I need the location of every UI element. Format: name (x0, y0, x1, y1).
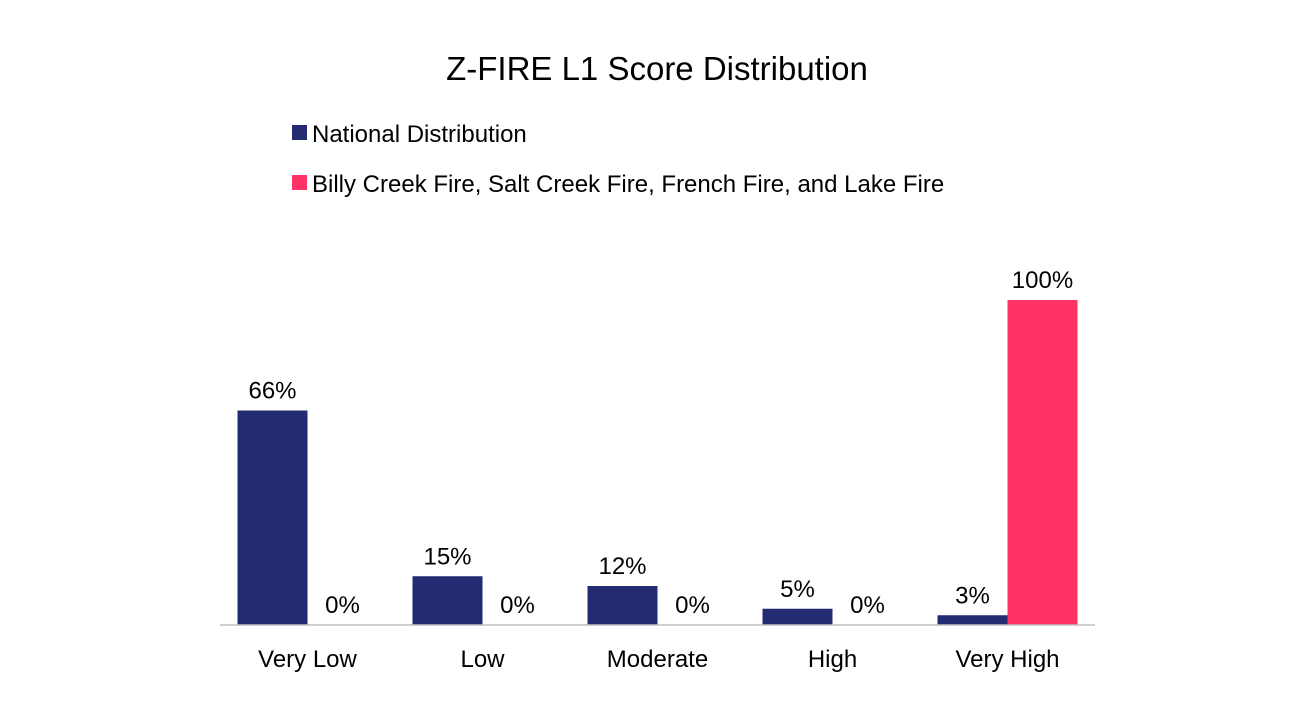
x-tick-label-2: Moderate (607, 646, 708, 673)
value-label-0-4: 3% (955, 582, 990, 609)
x-tick-label-3: High (808, 646, 857, 673)
bars (237, 300, 1078, 625)
legend-swatch-national (292, 125, 307, 140)
value-label-1-4: 100% (1012, 267, 1073, 294)
x-tick-label-1: Low (460, 646, 505, 673)
value-label-1-3: 0% (850, 592, 885, 619)
value-label-0-2: 12% (598, 553, 646, 580)
legend: National Distribution Billy Creek Fire, … (292, 121, 944, 198)
x-axis-tick-labels: Very Low Low Moderate High Very High (258, 646, 1059, 673)
bar-0-0 (237, 410, 308, 625)
chart-title: Z-FIRE L1 Score Distribution (446, 50, 868, 87)
bar-0-1 (412, 576, 483, 625)
bar-0-2 (587, 586, 658, 625)
value-label-0-1: 15% (423, 543, 471, 570)
x-tick-label-4: Very High (955, 646, 1059, 673)
bar-1-4 (1007, 300, 1078, 625)
legend-label-fires: Billy Creek Fire, Salt Creek Fire, Frenc… (312, 171, 944, 198)
legend-swatch-fires (292, 175, 307, 190)
value-label-1-1: 0% (500, 592, 535, 619)
legend-label-national: National Distribution (312, 121, 527, 148)
value-label-1-2: 0% (675, 592, 710, 619)
value-labels: 66% 0% 15% 0% 12% 0% 5% 0% 3% 100% (248, 267, 1073, 619)
value-label-0-3: 5% (780, 576, 815, 603)
bar-0-4 (937, 615, 1008, 625)
value-label-1-0: 0% (325, 592, 360, 619)
x-tick-label-0: Very Low (258, 646, 357, 673)
value-label-0-0: 66% (248, 378, 296, 405)
bar-0-3 (762, 608, 833, 625)
